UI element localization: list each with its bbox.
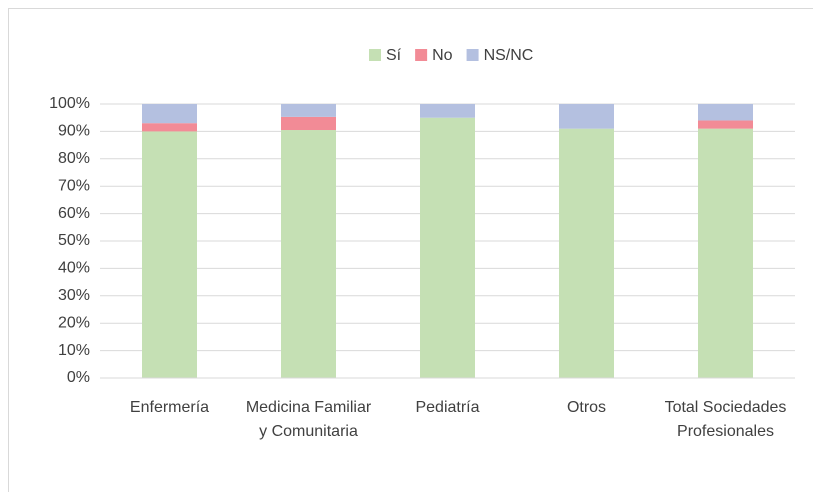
bar-segment bbox=[281, 116, 336, 131]
bar-segment bbox=[420, 104, 475, 118]
y-tick-label: 10% bbox=[58, 342, 90, 359]
y-tick-label: 80% bbox=[58, 150, 90, 167]
x-tick-label: Enfermería bbox=[129, 399, 210, 416]
y-tick-label: 20% bbox=[58, 314, 90, 331]
x-tick-label: Medicina Familiar y Comunitaria bbox=[245, 399, 372, 440]
bar-segment bbox=[698, 120, 753, 129]
bar-segment bbox=[698, 104, 753, 121]
y-tick-label: 100% bbox=[49, 95, 90, 112]
x-tick-label: Pediatría bbox=[415, 399, 480, 416]
legend-swatch bbox=[466, 49, 479, 61]
legend-label: No bbox=[432, 47, 453, 64]
y-tick-label: 40% bbox=[58, 260, 90, 277]
y-tick-label: 50% bbox=[58, 232, 90, 249]
y-tick-label: 30% bbox=[58, 287, 90, 304]
bar-segment bbox=[559, 104, 614, 129]
x-tick-label: Total Sociedades Profesionales bbox=[664, 399, 787, 440]
legend-swatch bbox=[415, 49, 428, 61]
legend-label: NS/NC bbox=[484, 47, 534, 64]
y-tick-label: 60% bbox=[58, 205, 90, 222]
bar-segment bbox=[142, 104, 197, 124]
legend-swatch bbox=[369, 49, 381, 61]
bar-segment bbox=[281, 104, 336, 117]
bar-segment bbox=[559, 128, 614, 378]
bar-segment bbox=[142, 131, 197, 378]
y-tick-label: 90% bbox=[58, 123, 90, 140]
bar-segment bbox=[142, 123, 197, 132]
y-tick-label: 70% bbox=[58, 177, 90, 194]
bar-segment bbox=[420, 117, 475, 378]
bar-segment bbox=[281, 130, 336, 378]
bar-segment bbox=[698, 128, 753, 378]
y-tick-label: 0% bbox=[67, 369, 90, 386]
x-tick-label: Otros bbox=[566, 399, 607, 416]
legend-label: Sí bbox=[386, 47, 402, 64]
chart-border bbox=[8, 8, 813, 492]
